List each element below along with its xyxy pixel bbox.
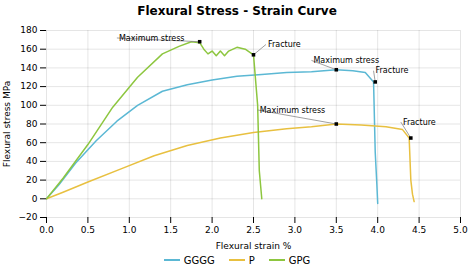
- svg-text:1.0: 1.0: [122, 225, 137, 235]
- svg-text:160: 160: [20, 44, 37, 54]
- svg-text:80: 80: [26, 119, 38, 129]
- svg-text:40: 40: [26, 156, 38, 166]
- svg-text:60: 60: [26, 138, 38, 148]
- svg-text:4.0: 4.0: [371, 225, 386, 235]
- svg-text:Fracture: Fracture: [268, 40, 301, 49]
- html-text:GPG: GPG: [288, 254, 311, 266]
- svg-text:140: 140: [20, 63, 37, 73]
- svg-text:0.5: 0.5: [81, 225, 95, 235]
- svg-text:2.5: 2.5: [246, 225, 260, 235]
- svg-text:20: 20: [26, 175, 38, 185]
- svg-text:3.5: 3.5: [329, 225, 343, 235]
- svg-text:Fracture: Fracture: [376, 66, 409, 75]
- svg-text:Flexural strain %: Flexural strain %: [216, 241, 292, 251]
- html-text:GGGG: GGGG: [183, 254, 215, 266]
- svg-text:180: 180: [20, 25, 37, 35]
- svg-text:−20: −20: [19, 212, 38, 222]
- svg-text:Maximum stress: Maximum stress: [313, 56, 379, 65]
- svg-text:Maximum stress: Maximum stress: [260, 106, 326, 115]
- svg-text:3.0: 3.0: [288, 225, 303, 235]
- svg-text:1.5: 1.5: [164, 225, 178, 235]
- svg-text:Fracture: Fracture: [403, 118, 436, 127]
- svg-text:100: 100: [20, 100, 37, 110]
- html-text:P: P: [248, 254, 255, 266]
- svg-text:0: 0: [32, 194, 38, 204]
- svg-text:4.5: 4.5: [412, 225, 426, 235]
- html-text:Flexural Stress - Strain Curve: Flexural Stress - Strain Curve: [137, 4, 337, 18]
- svg-text:5.0: 5.0: [453, 225, 468, 235]
- svg-text:2.0: 2.0: [205, 225, 220, 235]
- svg-text:120: 120: [20, 81, 37, 91]
- svg-text:0.0: 0.0: [39, 225, 54, 235]
- svg-text:Flexural stress MPa: Flexural stress MPa: [2, 81, 12, 167]
- svg-text:Maximum stress: Maximum stress: [119, 34, 185, 43]
